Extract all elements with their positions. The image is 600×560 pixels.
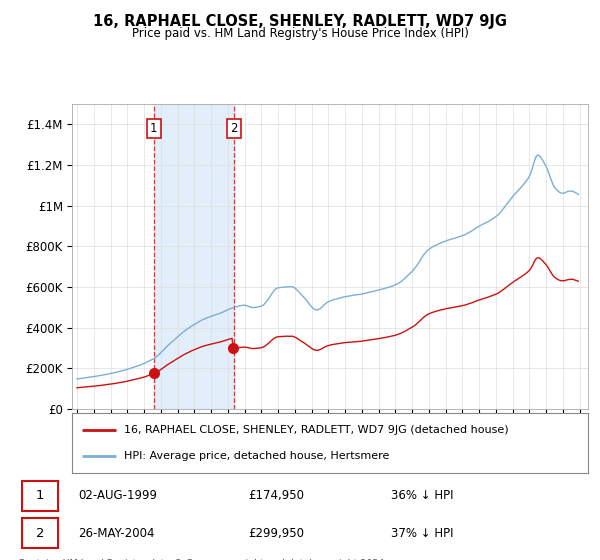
Text: HPI: Average price, detached house, Hertsmere: HPI: Average price, detached house, Hert… — [124, 451, 389, 461]
Text: 16, RAPHAEL CLOSE, SHENLEY, RADLETT, WD7 9JG (detached house): 16, RAPHAEL CLOSE, SHENLEY, RADLETT, WD7… — [124, 425, 508, 435]
Text: 2: 2 — [35, 526, 44, 540]
Text: £174,950: £174,950 — [248, 489, 305, 502]
Text: Contains HM Land Registry data © Crown copyright and database right 2024.
This d: Contains HM Land Registry data © Crown c… — [18, 559, 388, 560]
FancyBboxPatch shape — [22, 480, 58, 511]
Text: Price paid vs. HM Land Registry's House Price Index (HPI): Price paid vs. HM Land Registry's House … — [131, 27, 469, 40]
Text: 02-AUG-1999: 02-AUG-1999 — [79, 489, 157, 502]
FancyBboxPatch shape — [22, 518, 58, 548]
Text: 26-MAY-2004: 26-MAY-2004 — [79, 526, 155, 540]
Text: £299,950: £299,950 — [248, 526, 305, 540]
Text: 36% ↓ HPI: 36% ↓ HPI — [391, 489, 453, 502]
Text: 37% ↓ HPI: 37% ↓ HPI — [391, 526, 453, 540]
Bar — [154, 104, 234, 409]
Text: 1: 1 — [35, 489, 44, 502]
Text: 1: 1 — [150, 122, 158, 135]
Text: 16, RAPHAEL CLOSE, SHENLEY, RADLETT, WD7 9JG: 16, RAPHAEL CLOSE, SHENLEY, RADLETT, WD7… — [93, 14, 507, 29]
Text: 2: 2 — [230, 122, 238, 135]
